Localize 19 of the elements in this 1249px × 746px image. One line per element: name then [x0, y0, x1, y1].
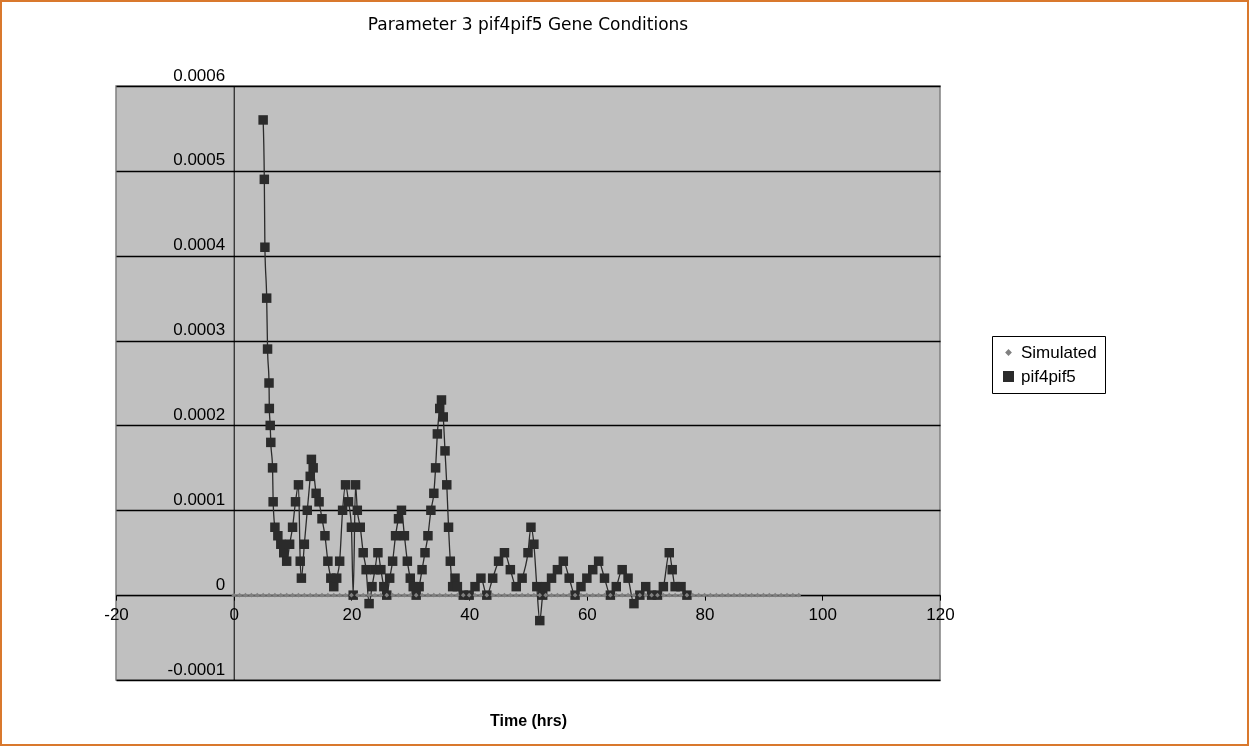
legend-label: Simulated — [1021, 342, 1097, 362]
y-tick-label: 0.0006 — [173, 65, 226, 85]
x-tick-label: 40 — [460, 604, 480, 624]
x-axis-title: Time (hrs) — [489, 711, 568, 729]
y-tick-label: 0.0003 — [173, 320, 226, 340]
x-tick-label: 100 — [808, 604, 837, 624]
y-tick-label: 0.0002 — [173, 404, 226, 424]
x-tick-label: 60 — [577, 604, 597, 624]
chart-title: Parameter 3 pif4pif5 Gene Conditions — [367, 14, 689, 34]
y-tick-label: 0.0005 — [173, 150, 226, 170]
y-tick-label: 0.0001 — [173, 489, 226, 509]
x-tick-label: 20 — [342, 604, 362, 624]
x-tick-label: 120 — [926, 604, 955, 624]
x-tick-label: -20 — [104, 604, 129, 624]
y-tick-label: -0.0001 — [167, 659, 226, 679]
x-tick-label: 80 — [695, 604, 715, 624]
legend-label: pif4pif5 — [1021, 366, 1076, 386]
y-tick-label: 0 — [215, 574, 226, 594]
y-tick-label: 0.0004 — [173, 235, 226, 255]
